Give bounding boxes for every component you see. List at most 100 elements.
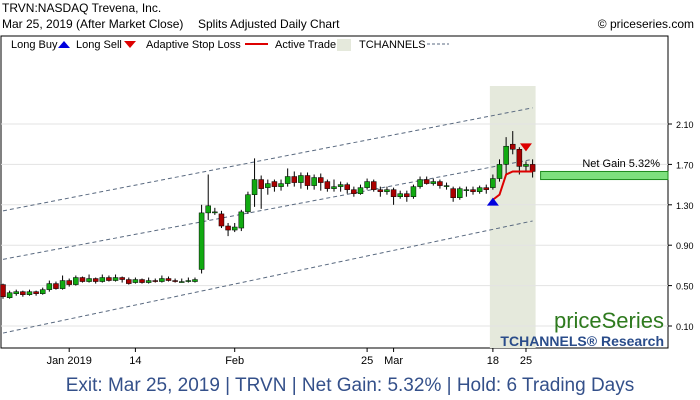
candle-body xyxy=(490,178,496,188)
candle-body xyxy=(152,280,159,282)
candle-body xyxy=(6,292,13,298)
candle-body xyxy=(185,280,192,282)
chart-kind: Splits Adjusted Daily Chart xyxy=(198,17,340,31)
candle-body xyxy=(298,175,304,183)
candle-body xyxy=(503,145,509,165)
channel-lower-line xyxy=(2,220,533,334)
y-tick-label: 1.70 xyxy=(676,160,694,170)
candle-body xyxy=(430,181,437,184)
candle-body xyxy=(271,181,278,187)
candle-body xyxy=(509,143,516,150)
candle-body xyxy=(251,179,258,195)
y-tick-label: 2.10 xyxy=(676,120,694,130)
candle-body xyxy=(79,277,86,282)
candle-body xyxy=(198,212,205,270)
long-buy-arrow xyxy=(486,197,499,206)
symbol-title: TRVN:NASDAQ Trevena, Inc. xyxy=(2,1,162,15)
candle-body xyxy=(284,176,291,184)
y-tick-label: 0.10 xyxy=(676,322,694,332)
candle-body xyxy=(99,277,106,282)
legend-tchannels: TCHANNELS xyxy=(359,39,426,51)
adaptive-stop-line xyxy=(492,170,533,201)
candle-body xyxy=(443,185,450,187)
candle-body xyxy=(59,280,66,289)
candle-body xyxy=(238,211,245,229)
trade-summary-footer: Exit: Mar 25, 2019 | TRVN | Net Gain: 5.… xyxy=(65,375,635,396)
candle-body xyxy=(423,179,430,184)
y-tick-label: 0.90 xyxy=(676,241,694,251)
legend-active-trade: Active Trade xyxy=(275,39,336,51)
chart-legend: Long Buy Long Sell Adaptive Stop Loss Ac… xyxy=(11,39,449,51)
candle-body xyxy=(410,186,417,197)
candle-body xyxy=(265,183,271,188)
candle-body xyxy=(291,176,298,183)
channel-middle-line xyxy=(2,158,533,260)
candle-body xyxy=(351,189,357,194)
x-tick-label: Feb xyxy=(225,355,244,367)
candle-body xyxy=(258,179,264,189)
candle-body xyxy=(278,183,284,187)
candle-body xyxy=(132,279,139,283)
candle-body xyxy=(417,179,423,187)
legend-long-sell: Long Sell xyxy=(76,39,122,51)
candle-body xyxy=(92,278,99,282)
candle-body xyxy=(39,289,46,294)
active-trade-swatch xyxy=(337,39,351,51)
plot-frame xyxy=(0,35,669,349)
candle-body xyxy=(172,280,178,282)
candle-body xyxy=(73,277,79,285)
net-gain-band xyxy=(540,170,669,181)
candle-body xyxy=(112,277,119,281)
x-tick-label: Mar xyxy=(384,355,403,367)
candle-body xyxy=(318,177,324,183)
active-trade-region xyxy=(489,86,536,348)
candle-body xyxy=(13,291,19,294)
candle-body xyxy=(53,283,59,289)
candle-body xyxy=(225,225,231,231)
candle-body xyxy=(86,278,92,282)
chart-date: Mar 25, 2019 (After Market Close) xyxy=(2,17,184,31)
candle-body xyxy=(205,205,211,214)
brand-subtitle: TCHANNELS® Research xyxy=(500,333,664,349)
long-sell-arrow xyxy=(519,143,532,152)
candle-body xyxy=(523,164,529,167)
candle-body xyxy=(106,277,112,281)
x-tick-label: 18 xyxy=(487,355,499,367)
candle-body xyxy=(390,189,397,197)
x-tick-label: 25 xyxy=(520,355,532,367)
chart-header: TRVN:NASDAQ Trevena, Inc. Mar 25, 2019 (… xyxy=(0,0,700,36)
channel-upper-line xyxy=(2,107,533,212)
price-chart: Net Gain 5.32% 2.10 1.70 1.30 0.90 0.50 0.10 J… xyxy=(0,35,694,367)
candle-body xyxy=(450,188,456,198)
candle-body xyxy=(364,181,370,188)
candle-body xyxy=(370,181,377,190)
candle-body xyxy=(470,189,476,192)
candle-body xyxy=(145,280,152,283)
candle-body xyxy=(397,193,403,197)
candle-body xyxy=(33,291,39,294)
candle-body xyxy=(476,187,483,192)
candle-body xyxy=(231,226,238,231)
legend-long-buy: Long Buy xyxy=(11,39,58,51)
net-gain-label: Net Gain 5.32% xyxy=(582,158,660,170)
candle-body xyxy=(192,279,198,282)
candle-body xyxy=(331,186,337,189)
candle-body xyxy=(245,194,251,213)
x-tick-label: 14 xyxy=(129,355,141,367)
candle-body xyxy=(516,149,523,167)
candle-body xyxy=(377,189,384,192)
candle-body xyxy=(337,184,344,187)
candle-body xyxy=(496,164,503,179)
candle-body xyxy=(26,291,33,295)
candle-body xyxy=(46,283,53,290)
candle-body xyxy=(218,213,225,227)
down-arrow-icon xyxy=(124,41,136,48)
candle-body xyxy=(159,278,165,282)
x-tick-label: 25 xyxy=(361,355,373,367)
candle-body xyxy=(0,284,6,297)
candle-body xyxy=(483,187,490,190)
y-tick-label: 0.50 xyxy=(676,282,694,292)
candle-body xyxy=(304,175,311,186)
candle-body xyxy=(126,279,132,284)
candle-body xyxy=(404,193,410,197)
